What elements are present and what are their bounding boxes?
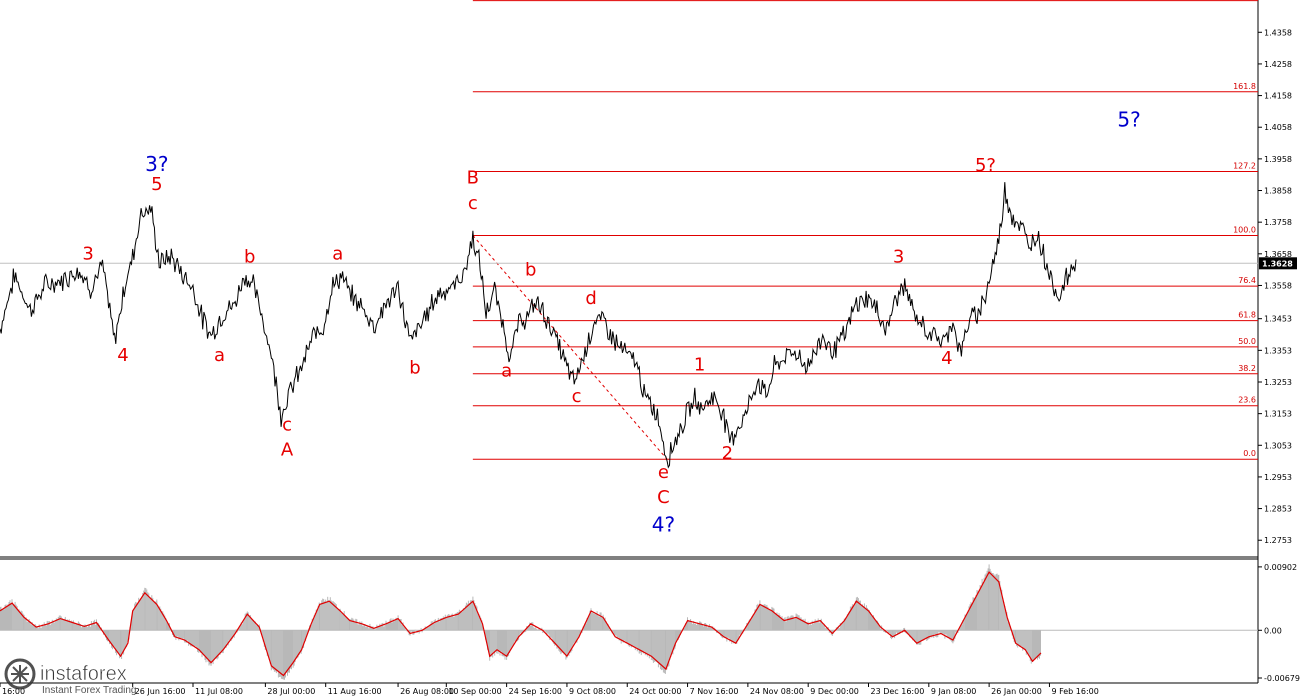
time-tick-label: 26 Aug 08:00 bbox=[400, 687, 454, 696]
price-tick-label: 1.4158 bbox=[1264, 92, 1292, 101]
wave-label-red: d bbox=[585, 288, 596, 309]
price-tick-label: 1.2753 bbox=[1264, 536, 1292, 545]
wave-label-red: B bbox=[467, 168, 479, 189]
wave-label-red: A bbox=[281, 440, 294, 461]
fib-label-0.0: 0.0 bbox=[1243, 449, 1256, 458]
instaforex-logo: instaforex Instant Forex Trading bbox=[4, 658, 137, 696]
fib-label-161.8: 161.8 bbox=[1233, 82, 1256, 91]
wave-label-red: c bbox=[572, 386, 582, 407]
wave-label-red: a bbox=[214, 345, 225, 366]
logo-mark-icon bbox=[4, 658, 36, 690]
logo-brand: instaforex bbox=[40, 663, 127, 685]
price-tick-label: 1.3558 bbox=[1264, 281, 1292, 290]
time-tick-label: 9 Feb 16:00 bbox=[1051, 687, 1098, 696]
price-tick-label: 1.4058 bbox=[1264, 123, 1292, 132]
fib-diagonal-line bbox=[472, 235, 668, 460]
fibonacci-levels: 161.8 127.2 100.0 76.4 61.8 50.0 38.2 23.6 0.0 bbox=[0, 0, 1258, 460]
price-tick-label: 1.3153 bbox=[1264, 410, 1292, 419]
time-tick-label: 9 Jan 08:00 bbox=[931, 687, 977, 696]
fib-label-127.2: 127.2 bbox=[1233, 162, 1256, 171]
price-tick-label: 1.3958 bbox=[1264, 155, 1292, 164]
wave-label-blue: 5? bbox=[1117, 108, 1140, 132]
fib-label-23.6: 23.6 bbox=[1238, 396, 1256, 405]
time-axis: 16:00 26 Jun 16:00 11 Jul 08:00 28 Jul 00:0… bbox=[0, 683, 1099, 696]
wave-label-red: 5 bbox=[151, 174, 162, 195]
price-tick-label: 1.3053 bbox=[1264, 441, 1292, 450]
wave-label-red: 4 bbox=[941, 348, 952, 369]
time-tick-label: 24 Sep 16:00 bbox=[509, 687, 562, 696]
osc-tick-label: 0.00902 bbox=[1264, 563, 1297, 572]
price-tick-label: 1.3858 bbox=[1264, 187, 1292, 196]
logo-tagline: Instant Forex Trading bbox=[42, 685, 137, 696]
oscillator-histogram bbox=[0, 564, 1041, 680]
oscillator-series: 0.00902 0.00 -0.00679 bbox=[0, 563, 1300, 683]
time-tick-label: 24 Oct 00:00 bbox=[629, 687, 681, 696]
wave-label-red: a bbox=[332, 244, 343, 265]
last-price-label: 1.3628 bbox=[1262, 259, 1293, 268]
wave-label-red: c bbox=[468, 193, 478, 214]
time-tick-label: 23 Dec 16:00 bbox=[871, 687, 925, 696]
wave-label-red: b bbox=[244, 247, 255, 268]
time-tick-label: 7 Nov 16:00 bbox=[690, 687, 739, 696]
wave-label-red: a bbox=[501, 361, 512, 382]
oscillator-signal-line bbox=[0, 571, 1042, 677]
wave-label-red: C bbox=[657, 487, 670, 508]
last-price-tag bbox=[1259, 257, 1297, 270]
wave-label-blue: 4? bbox=[652, 513, 675, 537]
price-tick-label: 1.3453 bbox=[1264, 315, 1292, 324]
wave-label-blue: 3? bbox=[145, 152, 168, 176]
wave-label-red: b bbox=[409, 357, 420, 378]
price-series bbox=[0, 182, 1077, 469]
time-tick-label: 26 Jan 00:00 bbox=[991, 687, 1042, 696]
price-tick-label: 1.3253 bbox=[1264, 378, 1292, 387]
price-axis: 1.4358 1.4258 1.4158 1.4058 1.3958 1.3858 1.37… bbox=[1258, 28, 1297, 545]
wave-label-red: b bbox=[525, 259, 536, 280]
wave-label-red: 3 bbox=[893, 247, 904, 268]
osc-tick-label: 0.00 bbox=[1264, 626, 1282, 635]
price-tick-label: 1.3758 bbox=[1264, 218, 1292, 227]
wave-label-red: e bbox=[658, 462, 669, 483]
time-tick-label: 11 Aug 16:00 bbox=[328, 687, 382, 696]
time-tick-label: 28 Jul 00:00 bbox=[267, 687, 315, 696]
wave-label-red: c bbox=[282, 414, 292, 435]
osc-tick-label: -0.00679 bbox=[1264, 674, 1300, 683]
wave-label-red: 4 bbox=[117, 345, 128, 366]
time-tick-label: 26 Jun 16:00 bbox=[135, 687, 186, 696]
wave-label-red: 2 bbox=[722, 443, 733, 464]
fib-label-38.2: 38.2 bbox=[1238, 364, 1256, 373]
fib-label-100.0: 100.0 bbox=[1233, 225, 1256, 234]
price-tick-label: 1.3353 bbox=[1264, 346, 1292, 355]
time-tick-label: 16:00 bbox=[2, 687, 25, 696]
price-line bbox=[0, 182, 1077, 469]
time-tick-label: 11 Jul 08:00 bbox=[195, 687, 243, 696]
price-tick-label: 1.3658 bbox=[1264, 250, 1292, 259]
fib-label-61.8: 61.8 bbox=[1238, 311, 1256, 320]
price-tick-label: 1.4358 bbox=[1264, 28, 1292, 37]
time-tick-label: 9 Dec 00:00 bbox=[810, 687, 859, 696]
wave-label-red: 1 bbox=[694, 354, 705, 375]
fib-label-76.4: 76.4 bbox=[1238, 276, 1256, 285]
wave-label-red: 3 bbox=[82, 244, 93, 265]
time-tick-label: 24 Nov 08:00 bbox=[750, 687, 804, 696]
fib-label-50.0: 50.0 bbox=[1238, 337, 1256, 346]
price-tick-label: 1.4258 bbox=[1264, 60, 1292, 69]
price-tick-label: 1.2953 bbox=[1264, 473, 1292, 482]
wave-label-red: 5? bbox=[975, 155, 996, 176]
price-tick-label: 1.2853 bbox=[1264, 505, 1292, 514]
time-tick-label: 9 Oct 08:00 bbox=[569, 687, 616, 696]
time-tick-label: 10 Sep 00:00 bbox=[448, 687, 501, 696]
